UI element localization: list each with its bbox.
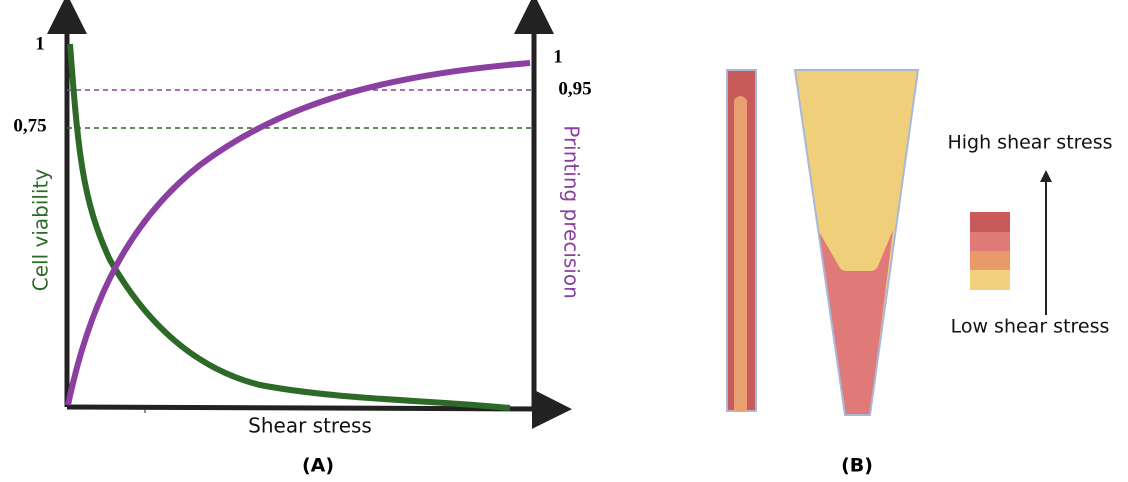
- right-tick-label: 0,95: [558, 78, 591, 99]
- precision-curve: [68, 63, 530, 405]
- caption: (A): [302, 455, 334, 477]
- legend-swatch: [970, 251, 1010, 270]
- legend-high: High shear stress: [947, 132, 1112, 154]
- x-axis-label: Shear stress: [248, 414, 372, 438]
- legend-swatch: [970, 270, 1010, 290]
- figure: 1 0,75 1 0,95 Cell viability Printing pr…: [0, 0, 1128, 482]
- legend-low: Low shear stress: [951, 316, 1110, 338]
- caption: (B): [841, 455, 873, 477]
- left-axis-label: Cell viability: [29, 169, 53, 292]
- right-axis-label: Printing precision: [560, 125, 584, 299]
- right-tick-label: 1: [553, 46, 563, 67]
- tube-core: [734, 96, 747, 411]
- panel-a: 1 0,75 1 0,95 Cell viability Printing pr…: [13, 14, 591, 477]
- legend-swatch: [970, 212, 1010, 232]
- legend-swatch: [970, 232, 1010, 251]
- left-tick-label: 1: [35, 33, 45, 54]
- left-tick-label: 0,75: [13, 115, 46, 136]
- panel-b: High shear stress Low shear stress (B): [727, 70, 1113, 477]
- viability-curve: [70, 44, 510, 408]
